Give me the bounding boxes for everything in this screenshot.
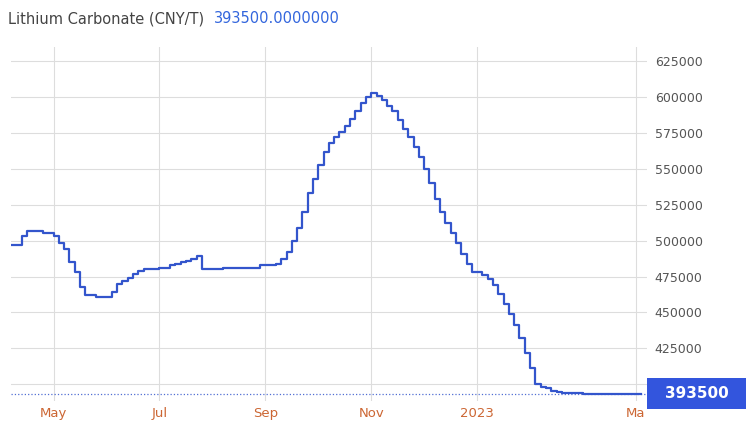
Text: 393500.0000000: 393500.0000000 <box>214 11 340 26</box>
Text: 393500: 393500 <box>664 386 728 401</box>
Text: Lithium Carbonate (CNY/T): Lithium Carbonate (CNY/T) <box>8 11 208 26</box>
